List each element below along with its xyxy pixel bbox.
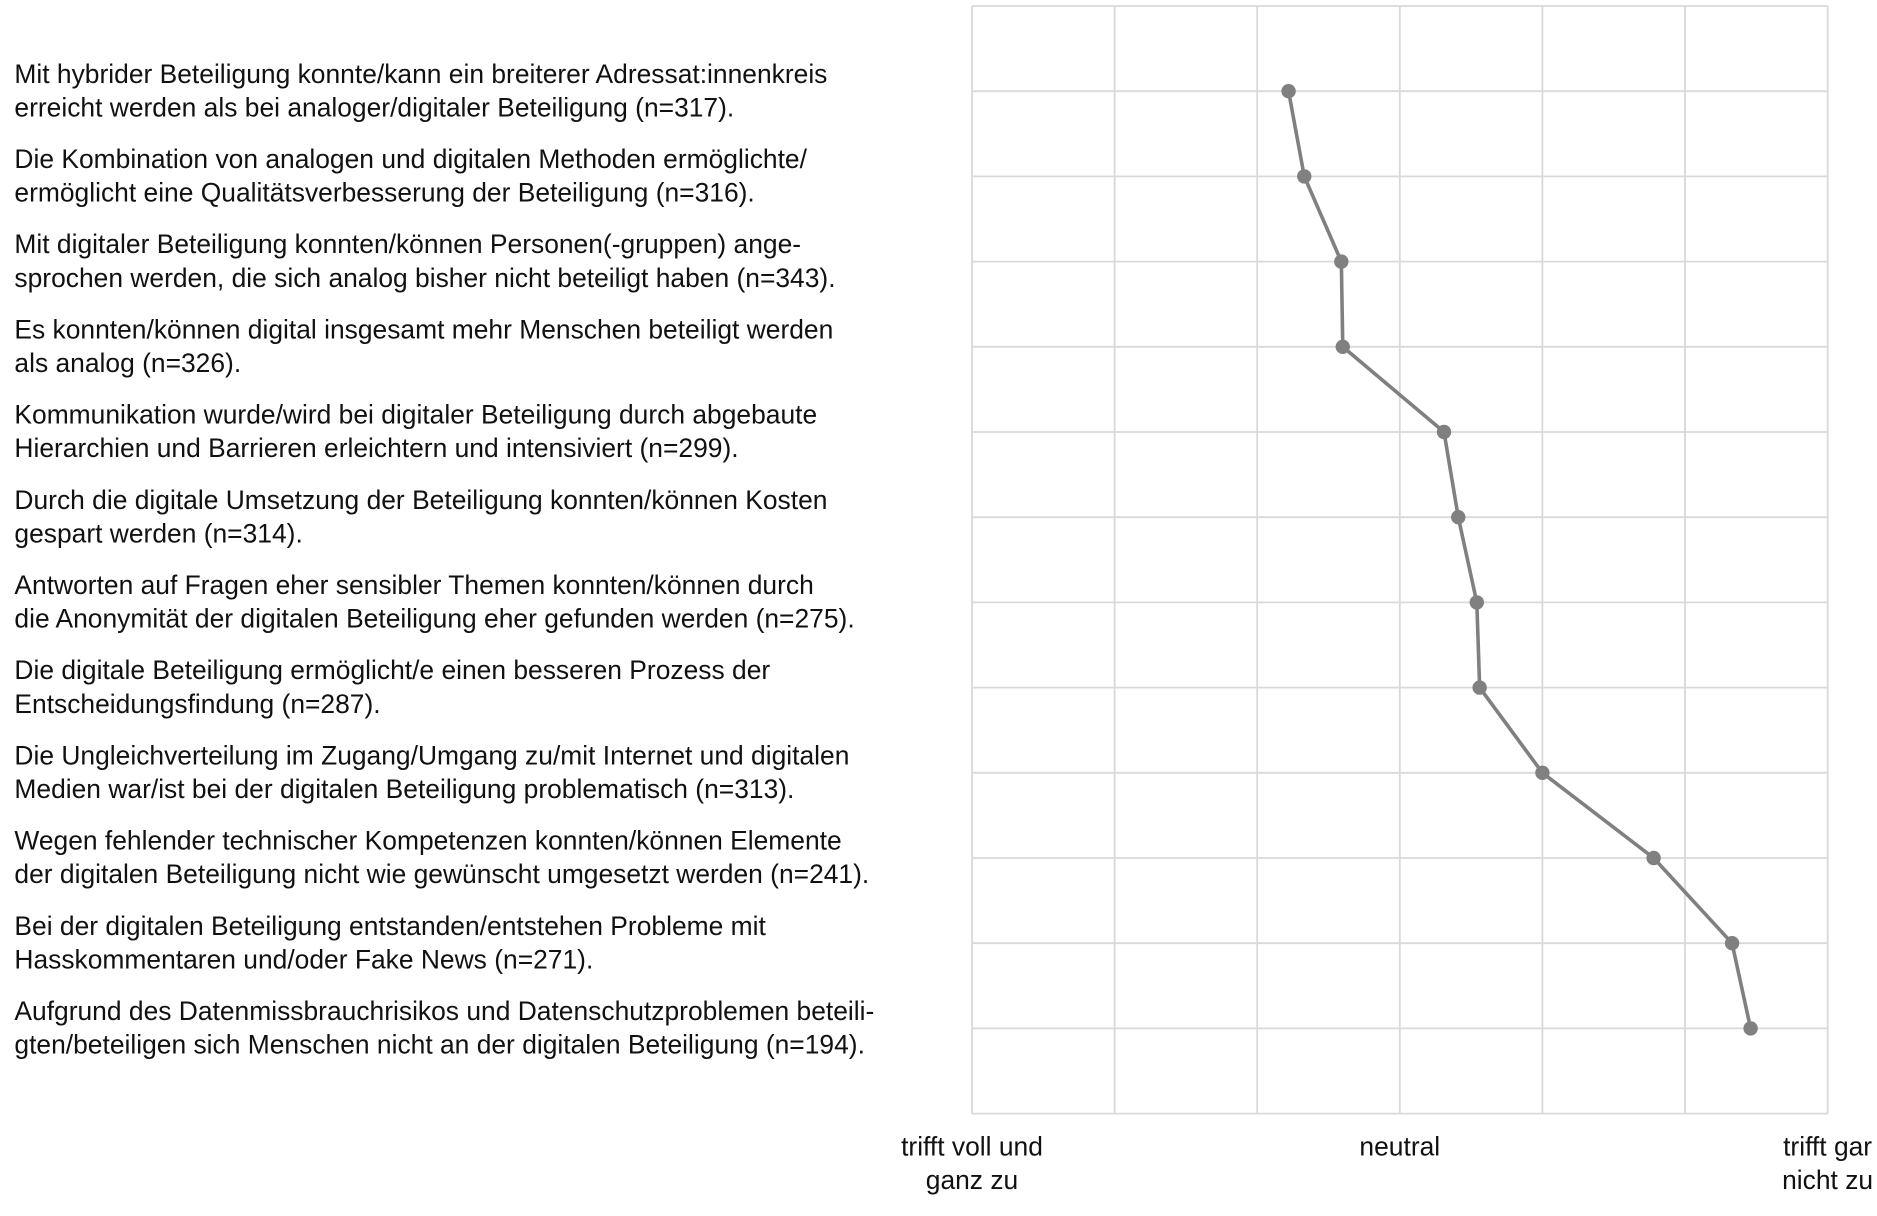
statement-label: Bei der digitalen Beteiligung entstanden… [14,910,766,975]
point [1472,680,1487,695]
point [1297,169,1312,184]
point [1646,850,1661,866]
point [1743,1021,1758,1036]
point [1451,510,1466,525]
x-tick-label: trifft voll und ganz zu [901,1131,1043,1196]
profile-line [1286,90,1753,1029]
statement-label: Mit digitaler Beteiligung konnten/können… [14,229,836,293]
statement-label: Aufgrund des Datenmissbrauchrisikos und … [14,996,875,1060]
point [1436,424,1452,440]
point [1334,254,1349,269]
statement-label: Die digitale Beteiligung ermöglicht/e ei… [14,655,771,719]
statement-label: Wegen fehlender technischer Kompetenzen … [14,825,870,890]
point [1335,339,1350,354]
point [1469,595,1485,610]
statement-label: Mit hybrider Beteiligung konnte/kann ein… [14,58,828,123]
statement-label: Es konnten/können digital insgesamt mehr… [14,314,834,378]
x-tick-label: trifft gar nicht zu [1782,1131,1874,1196]
x-tick-label: neutral [1359,1131,1441,1162]
point [1535,765,1550,781]
point [1281,84,1296,99]
statement-label: Durch die digitale Umsetzung der Beteili… [14,484,828,549]
statement-label: Kommunikation wurde/wird bei digitaler B… [14,399,818,464]
statement-label: Die Kombination von analogen und digital… [14,144,807,208]
statement-label: Die Ungleichverteilung im Zugang/Umgang … [14,740,850,805]
statement-label: Antworten auf Fragen eher sensibler Them… [14,570,855,634]
point [1724,936,1740,951]
